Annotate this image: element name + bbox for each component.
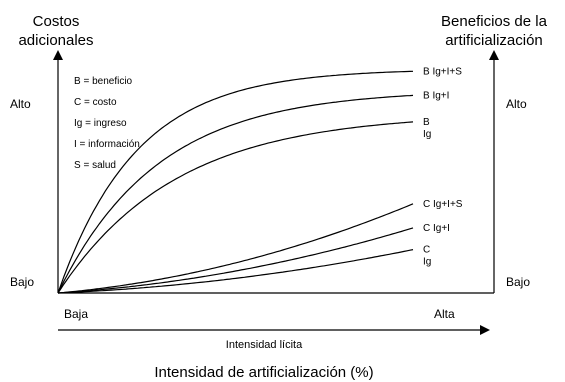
y-right-label-line-1: Beneficios de la xyxy=(441,13,548,30)
x-axis-label-outer: Intensidad de artificialización (%) xyxy=(154,364,373,381)
x-tick-low: Baja xyxy=(64,307,88,321)
cost-curve xyxy=(57,227,414,294)
cost-curve-label: C Ig+I xyxy=(423,223,450,234)
cost-curve-label: C Ig+I+S xyxy=(423,199,463,210)
benefit-curve-label: B xyxy=(423,117,430,128)
benefit-curve xyxy=(57,121,414,294)
y-right-tick-low: Bajo xyxy=(506,275,530,289)
legend-item: I = información xyxy=(74,139,140,150)
curves xyxy=(57,70,414,294)
benefit-curve-label: Ig xyxy=(423,129,431,140)
x-axis-label-inner: Intensidad lícita xyxy=(226,339,303,351)
benefit-curve xyxy=(57,94,414,294)
y-left-label-line-2: adicionales xyxy=(18,32,93,49)
legend: B = beneficio C = costo Ig = ingreso I =… xyxy=(74,76,140,171)
x-tick-high: Alta xyxy=(434,307,455,321)
y-right-label-line-2: artificialización xyxy=(445,32,543,49)
cost-curve-label: C xyxy=(423,245,430,256)
legend-item: S = salud xyxy=(74,160,116,171)
legend-item: B = beneficio xyxy=(74,76,133,87)
cost-curve xyxy=(57,249,414,294)
y-right-tick-high: Alto xyxy=(506,97,527,111)
y-left-label-line-1: Costos xyxy=(33,13,80,30)
benefit-curve-label: B Ig+I xyxy=(423,90,449,101)
legend-item: Ig = ingreso xyxy=(74,118,127,129)
benefit-curve xyxy=(57,70,414,294)
y-left-tick-low: Bajo xyxy=(10,275,34,289)
benefit-curve-label: B Ig+I+S xyxy=(423,66,462,77)
cost-curve-label: Ig xyxy=(423,257,431,268)
legend-item: C = costo xyxy=(74,97,117,108)
y-left-tick-high: Alto xyxy=(10,97,31,111)
cost-curve xyxy=(57,203,414,294)
